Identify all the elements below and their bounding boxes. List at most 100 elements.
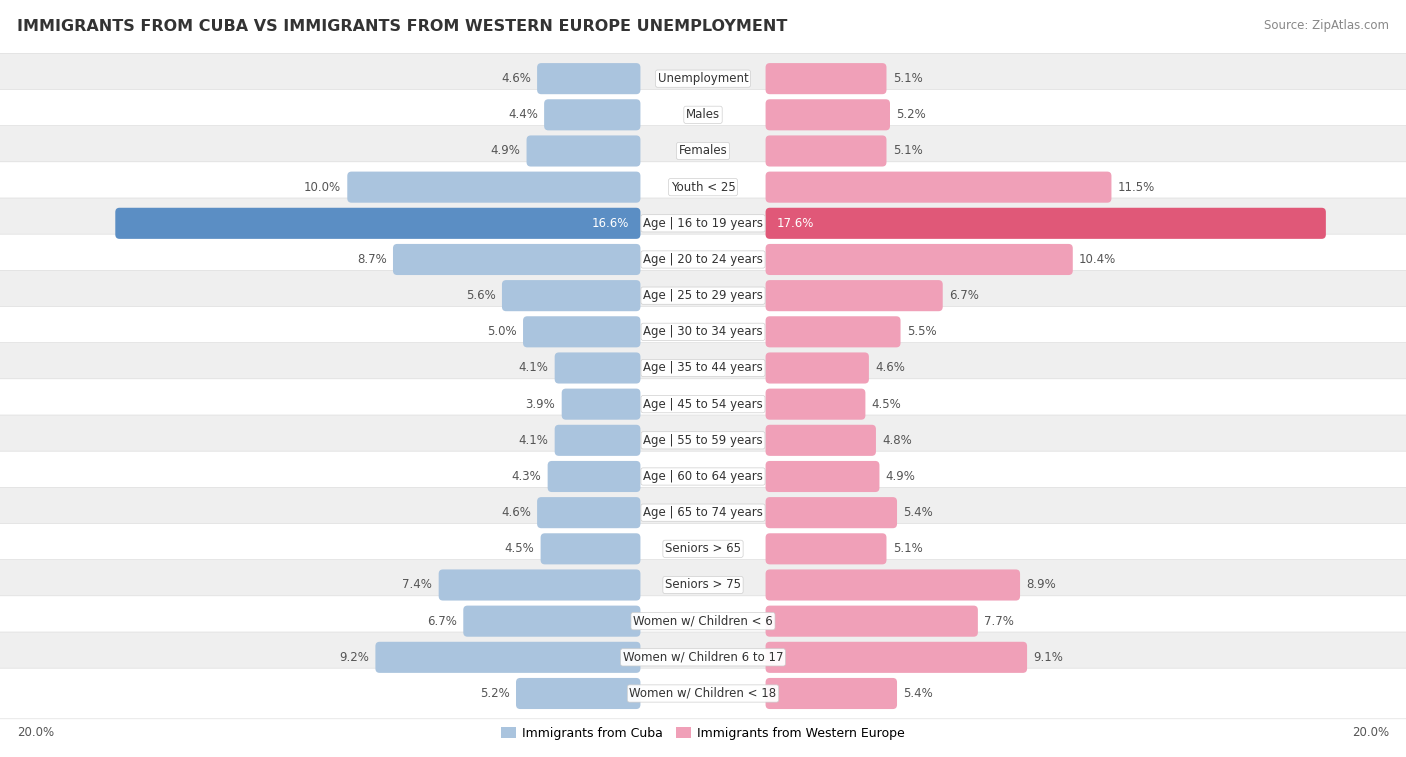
Text: Age | 30 to 34 years: Age | 30 to 34 years xyxy=(643,326,763,338)
FancyBboxPatch shape xyxy=(765,388,866,419)
Text: Age | 65 to 74 years: Age | 65 to 74 years xyxy=(643,506,763,519)
Text: Females: Females xyxy=(679,145,727,157)
Text: 4.8%: 4.8% xyxy=(883,434,912,447)
FancyBboxPatch shape xyxy=(0,451,1406,502)
Text: 4.6%: 4.6% xyxy=(501,506,531,519)
FancyBboxPatch shape xyxy=(0,415,1406,466)
FancyBboxPatch shape xyxy=(765,497,897,528)
Text: Age | 60 to 64 years: Age | 60 to 64 years xyxy=(643,470,763,483)
Text: 7.7%: 7.7% xyxy=(984,615,1014,628)
FancyBboxPatch shape xyxy=(0,488,1406,538)
Text: 6.7%: 6.7% xyxy=(427,615,457,628)
Text: 6.7%: 6.7% xyxy=(949,289,979,302)
FancyBboxPatch shape xyxy=(765,280,942,311)
FancyBboxPatch shape xyxy=(765,606,979,637)
FancyBboxPatch shape xyxy=(765,425,876,456)
Text: 4.5%: 4.5% xyxy=(872,397,901,410)
Text: 8.7%: 8.7% xyxy=(357,253,387,266)
Text: 16.6%: 16.6% xyxy=(592,217,630,230)
FancyBboxPatch shape xyxy=(502,280,641,311)
FancyBboxPatch shape xyxy=(765,244,1073,275)
FancyBboxPatch shape xyxy=(0,524,1406,574)
Text: 10.0%: 10.0% xyxy=(304,181,340,194)
Text: Age | 25 to 29 years: Age | 25 to 29 years xyxy=(643,289,763,302)
Text: 5.2%: 5.2% xyxy=(479,687,510,700)
FancyBboxPatch shape xyxy=(0,234,1406,285)
Text: 7.4%: 7.4% xyxy=(402,578,433,591)
FancyBboxPatch shape xyxy=(765,136,886,167)
FancyBboxPatch shape xyxy=(765,533,886,565)
Text: 20.0%: 20.0% xyxy=(17,726,53,740)
Text: 4.6%: 4.6% xyxy=(875,362,905,375)
FancyBboxPatch shape xyxy=(765,642,1028,673)
FancyBboxPatch shape xyxy=(562,388,641,419)
FancyBboxPatch shape xyxy=(394,244,641,275)
FancyBboxPatch shape xyxy=(0,89,1406,140)
FancyBboxPatch shape xyxy=(544,99,641,130)
FancyBboxPatch shape xyxy=(464,606,641,637)
FancyBboxPatch shape xyxy=(554,353,641,384)
Text: 20.0%: 20.0% xyxy=(1353,726,1389,740)
Text: 5.1%: 5.1% xyxy=(893,72,922,85)
Text: Source: ZipAtlas.com: Source: ZipAtlas.com xyxy=(1264,19,1389,32)
FancyBboxPatch shape xyxy=(537,497,641,528)
FancyBboxPatch shape xyxy=(537,63,641,94)
FancyBboxPatch shape xyxy=(523,316,641,347)
Text: Seniors > 65: Seniors > 65 xyxy=(665,542,741,556)
Text: Males: Males xyxy=(686,108,720,121)
FancyBboxPatch shape xyxy=(765,461,880,492)
FancyBboxPatch shape xyxy=(0,378,1406,429)
FancyBboxPatch shape xyxy=(0,307,1406,357)
Text: 4.9%: 4.9% xyxy=(886,470,915,483)
Text: 5.6%: 5.6% xyxy=(465,289,496,302)
FancyBboxPatch shape xyxy=(554,425,641,456)
Text: 5.2%: 5.2% xyxy=(897,108,927,121)
Text: 17.6%: 17.6% xyxy=(778,217,814,230)
FancyBboxPatch shape xyxy=(765,172,1111,203)
Text: 4.1%: 4.1% xyxy=(519,362,548,375)
FancyBboxPatch shape xyxy=(765,63,886,94)
FancyBboxPatch shape xyxy=(375,642,641,673)
FancyBboxPatch shape xyxy=(0,559,1406,610)
Text: Age | 20 to 24 years: Age | 20 to 24 years xyxy=(643,253,763,266)
FancyBboxPatch shape xyxy=(0,270,1406,321)
FancyBboxPatch shape xyxy=(347,172,641,203)
Text: 9.2%: 9.2% xyxy=(339,651,368,664)
Text: Women w/ Children 6 to 17: Women w/ Children 6 to 17 xyxy=(623,651,783,664)
Text: 5.1%: 5.1% xyxy=(893,542,922,556)
Text: Women w/ Children < 18: Women w/ Children < 18 xyxy=(630,687,776,700)
FancyBboxPatch shape xyxy=(765,353,869,384)
FancyBboxPatch shape xyxy=(0,198,1406,248)
Text: 5.4%: 5.4% xyxy=(904,687,934,700)
Text: 4.1%: 4.1% xyxy=(519,434,548,447)
Text: Women w/ Children < 6: Women w/ Children < 6 xyxy=(633,615,773,628)
FancyBboxPatch shape xyxy=(0,668,1406,719)
Text: 5.1%: 5.1% xyxy=(893,145,922,157)
FancyBboxPatch shape xyxy=(527,136,641,167)
Text: 11.5%: 11.5% xyxy=(1118,181,1154,194)
Text: 9.1%: 9.1% xyxy=(1033,651,1063,664)
Text: Youth < 25: Youth < 25 xyxy=(671,181,735,194)
Text: 4.3%: 4.3% xyxy=(512,470,541,483)
Text: 4.4%: 4.4% xyxy=(508,108,537,121)
FancyBboxPatch shape xyxy=(115,207,641,239)
FancyBboxPatch shape xyxy=(0,53,1406,104)
FancyBboxPatch shape xyxy=(0,596,1406,646)
FancyBboxPatch shape xyxy=(765,99,890,130)
Text: 8.9%: 8.9% xyxy=(1026,578,1056,591)
FancyBboxPatch shape xyxy=(765,678,897,709)
Text: Age | 55 to 59 years: Age | 55 to 59 years xyxy=(643,434,763,447)
FancyBboxPatch shape xyxy=(439,569,641,600)
Text: 10.4%: 10.4% xyxy=(1080,253,1116,266)
Text: 3.9%: 3.9% xyxy=(526,397,555,410)
Text: Age | 45 to 54 years: Age | 45 to 54 years xyxy=(643,397,763,410)
FancyBboxPatch shape xyxy=(0,343,1406,394)
FancyBboxPatch shape xyxy=(0,126,1406,176)
Text: 4.5%: 4.5% xyxy=(505,542,534,556)
FancyBboxPatch shape xyxy=(516,678,641,709)
Text: IMMIGRANTS FROM CUBA VS IMMIGRANTS FROM WESTERN EUROPE UNEMPLOYMENT: IMMIGRANTS FROM CUBA VS IMMIGRANTS FROM … xyxy=(17,19,787,34)
Legend: Immigrants from Cuba, Immigrants from Western Europe: Immigrants from Cuba, Immigrants from We… xyxy=(496,721,910,745)
Text: 4.9%: 4.9% xyxy=(491,145,520,157)
Text: Age | 35 to 44 years: Age | 35 to 44 years xyxy=(643,362,763,375)
FancyBboxPatch shape xyxy=(765,569,1021,600)
